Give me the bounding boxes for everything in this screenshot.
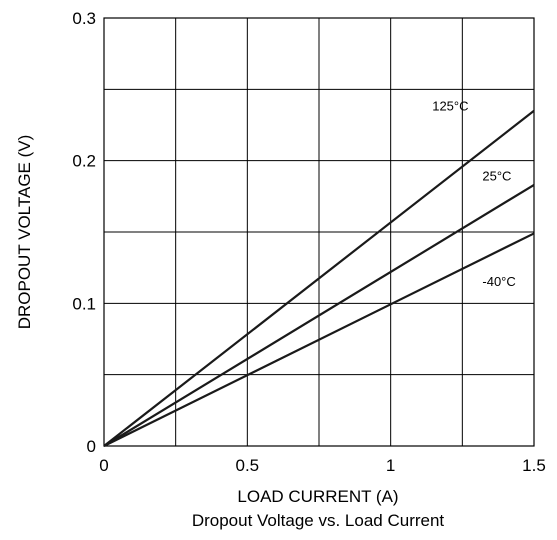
y-axis-label: DROPOUT VOLTAGE (V) <box>15 135 34 330</box>
series-label-1: 125°C <box>432 99 468 114</box>
y-tick-label: 0.1 <box>72 294 96 313</box>
series-group <box>103 109 535 447</box>
series-line-2 <box>103 183 535 447</box>
grid <box>103 17 535 447</box>
x-axis-label: LOAD CURRENT (A) <box>237 487 398 506</box>
series-label-2: 25°C <box>482 169 511 184</box>
series-line-3 <box>103 232 535 447</box>
y-tick-labels: 0 0.1 0.2 0.3 <box>72 9 96 456</box>
plot-frame <box>103 17 535 447</box>
x-tick-label: 1.5 <box>522 456 546 475</box>
series-line-1 <box>103 109 535 447</box>
chart-title: Dropout Voltage vs. Load Current <box>192 511 445 530</box>
x-tick-label: 1 <box>386 456 395 475</box>
y-tick-label: 0 <box>87 437 96 456</box>
y-tick-label: 0.2 <box>72 152 96 171</box>
series-label-3: -40°C <box>482 274 515 289</box>
x-tick-label: 0.5 <box>236 456 260 475</box>
x-tick-label: 0 <box>99 456 108 475</box>
y-tick-label: 0.3 <box>72 9 96 28</box>
series-labels: 125°C 25°C -40°C <box>432 99 516 289</box>
x-tick-labels: 0 0.5 1 1.5 <box>99 456 546 475</box>
